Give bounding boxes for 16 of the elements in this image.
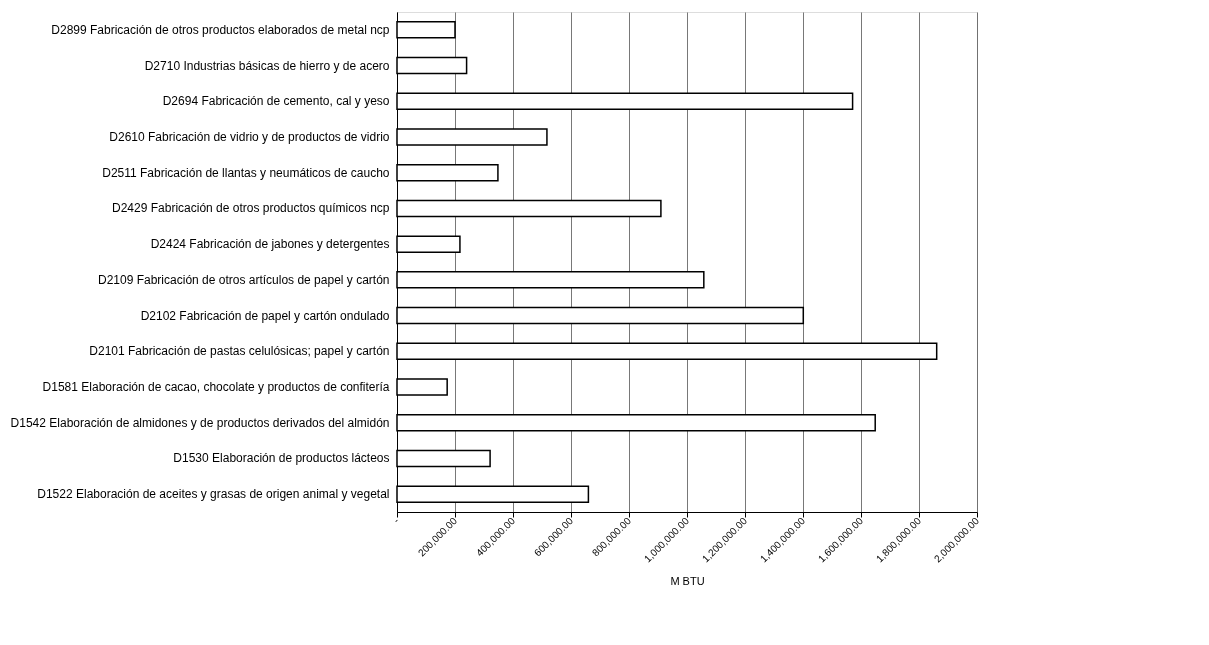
y-tick-label: D2109 Fabricación de otros artículos de papel y cartón <box>98 272 390 287</box>
y-tick-label: D1522 Elaboración de aceites y grasas de origen animal y vegetal <box>37 487 390 502</box>
y-tick-label: D1530 Elaboración de productos lácteos <box>173 451 390 466</box>
y-tick-label: D1542 Elaboración de almidones y de productos derivados del almidón <box>10 415 390 430</box>
y-tick-label: D2101 Fabricación de pastas celulósicas; papel y cartón <box>89 344 390 359</box>
y-tick-label: D2429 Fabricación de otros productos químicos ncp <box>112 201 390 216</box>
y-tick-label: D2710 Industrias básicas de hierro y de acero <box>144 58 390 73</box>
y-tick-label: D2424 Fabricación de jabones y detergentes <box>150 237 390 252</box>
y-tick-label: D2610 Fabricación de vidrio y de productos de vidrio <box>109 130 390 144</box>
y-tick-label: D2511 Fabricación de llantas y neumáticos de caucho <box>102 165 390 180</box>
y-tick-label: D2899 Fabricación de otros productos elaborados de metal ncp <box>51 22 390 37</box>
y-tick-label: D2694 Fabricación de cemento, cal y yeso <box>162 94 390 109</box>
y-tick-label: D2102 Fabricación de papel y cartón ondulado <box>140 308 390 323</box>
x-tick-label: - <box>390 515 402 526</box>
x-axis-title: M BTU <box>670 575 705 588</box>
y-tick-label: D1581 Elaboración de cacao, chocolate y productos de confitería <box>42 380 390 394</box>
